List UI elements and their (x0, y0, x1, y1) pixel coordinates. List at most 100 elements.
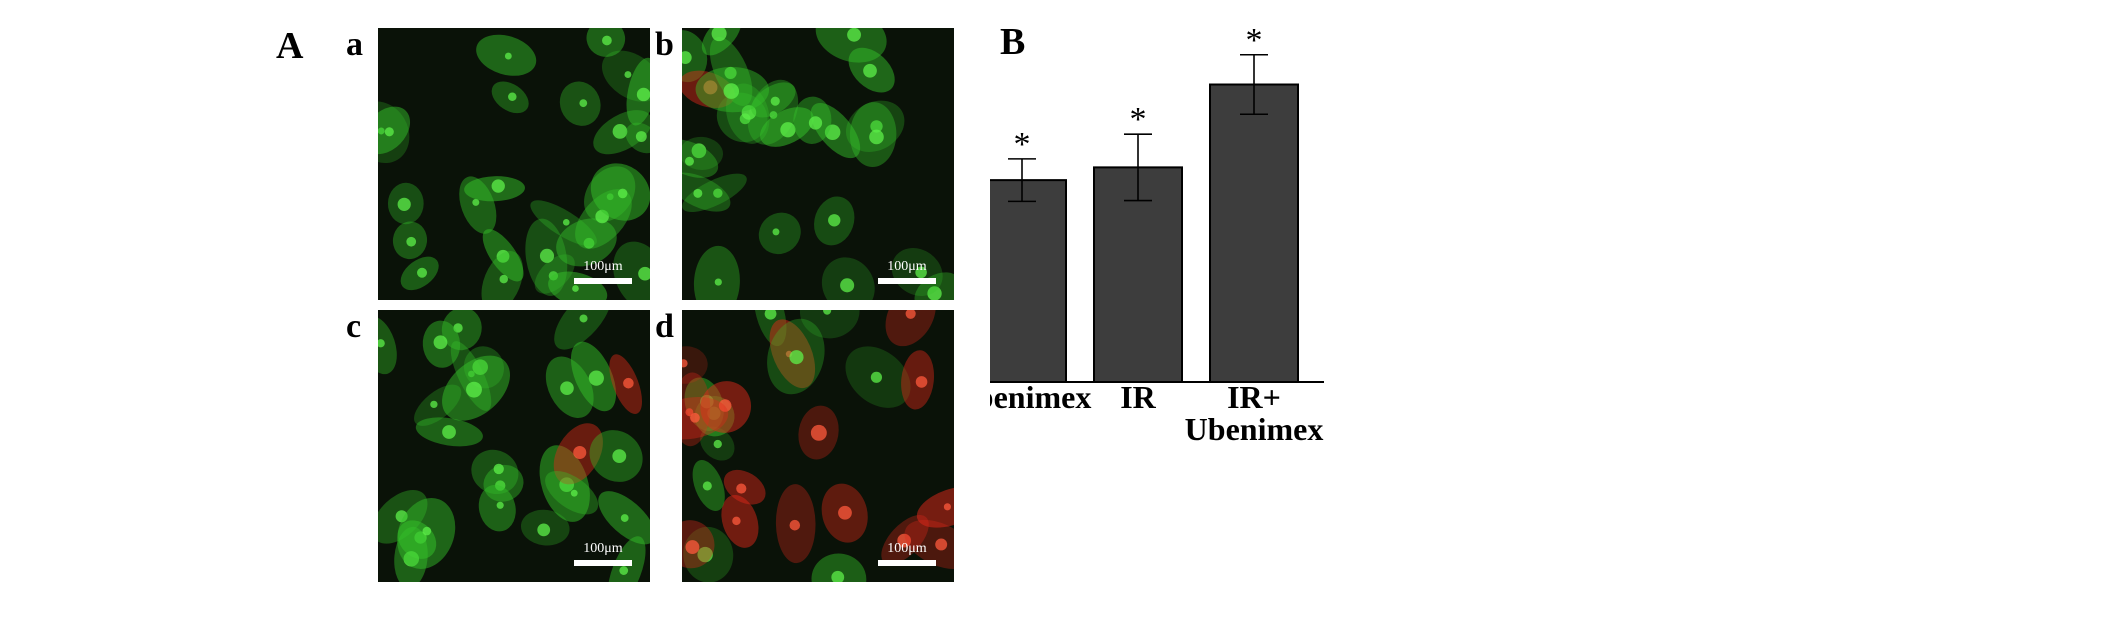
scale-bar-c: 100μm (574, 542, 632, 566)
nucleus (693, 188, 703, 198)
nucleus (915, 266, 927, 279)
nucleus (684, 156, 694, 166)
nucleus (702, 481, 712, 491)
nucleus (384, 127, 394, 137)
scale-bar-a: 100μm (574, 260, 632, 284)
nucleus (690, 412, 700, 423)
nucleus (472, 198, 480, 206)
bar-ubenimex (990, 179, 1067, 383)
cell-field (378, 310, 650, 582)
scale-bar-d: 100μm (878, 542, 936, 566)
nucleus (828, 214, 841, 227)
scale-line-d (878, 560, 936, 566)
micrograph-a-letter: a (346, 26, 363, 63)
nucleus (943, 503, 951, 511)
nucleus (499, 274, 508, 284)
x-tick-label: Ubenimex (1185, 411, 1324, 447)
significance-marker: * (1246, 22, 1263, 59)
scale-bar-b: 100μm (878, 260, 936, 284)
nucleus (823, 310, 832, 315)
nucleus (406, 236, 417, 247)
nucleus (703, 80, 718, 95)
nucleus (808, 116, 823, 130)
nucleus (713, 188, 723, 198)
nucleus (741, 105, 757, 120)
nucleus (508, 92, 517, 102)
nucleus (624, 71, 632, 79)
bar-ir (1093, 166, 1183, 383)
nucleus (504, 52, 512, 60)
nucleus (838, 505, 852, 520)
nucleus (682, 359, 688, 368)
nucleus (905, 310, 916, 319)
nucleus (493, 463, 504, 475)
nucleus (700, 394, 714, 409)
nucleus (573, 445, 587, 460)
scale-line-a (574, 278, 632, 284)
nucleus (927, 286, 942, 300)
nucleus (711, 28, 727, 42)
x-tick-label: IR (1120, 379, 1156, 415)
scale-label-b: 100μm (887, 259, 927, 274)
bar-ir-ubenimex (1209, 83, 1299, 383)
nucleus (764, 310, 777, 320)
micrograph-a: 100μm (378, 28, 650, 300)
nucleus (491, 179, 505, 193)
nucleus (612, 124, 628, 139)
cell (916, 486, 954, 528)
nucleus (620, 514, 629, 522)
cell-field (682, 28, 954, 300)
nucleus (602, 35, 612, 46)
nucleus (915, 376, 928, 388)
scale-line-b (878, 278, 936, 284)
nucleus (378, 127, 385, 135)
nucleus (870, 120, 883, 133)
micrograph-b: 100μm (682, 28, 954, 300)
nucleus (496, 249, 510, 263)
micrograph-b-letter: b (655, 26, 674, 63)
nucleus (433, 335, 448, 350)
nucleus (780, 122, 796, 138)
nucleus (395, 510, 408, 523)
nucleus (770, 96, 780, 106)
nucleus (466, 381, 482, 398)
nucleus (789, 350, 804, 365)
nucleus (494, 480, 506, 491)
nucleus (824, 124, 841, 141)
nucleus (635, 131, 647, 142)
nucleus (378, 339, 385, 348)
cell-field (682, 310, 954, 582)
nucleus (810, 424, 827, 441)
scale-line-c (574, 560, 632, 566)
x-tick-label: Ubenimex (990, 379, 1091, 415)
nucleus (579, 99, 588, 108)
nucleus (417, 267, 428, 278)
nucleus (579, 314, 588, 323)
nucleus (560, 381, 574, 396)
death-rate-bar-chart: B death rate (%)020406080Control*Ubenime… (990, 21, 1324, 447)
nucleus (430, 400, 438, 409)
micrograph-d: 100μm (682, 310, 954, 582)
nucleus (707, 406, 721, 420)
nucleus (414, 531, 427, 544)
nucleus (772, 228, 780, 236)
cell (758, 212, 801, 255)
nucleus (453, 323, 463, 333)
nucleus (847, 28, 862, 42)
nucleus (397, 197, 411, 211)
nucleus (588, 370, 604, 386)
nucleus (840, 278, 855, 293)
nucleus (442, 425, 456, 439)
significance-marker: * (1014, 126, 1031, 163)
nucleus (583, 237, 595, 249)
nucleus (736, 483, 747, 494)
panel-a-label: A (276, 25, 304, 67)
nucleus (619, 566, 629, 575)
nucleus (617, 188, 628, 199)
nucleus (612, 449, 627, 464)
nucleus (935, 538, 948, 551)
nucleus (562, 219, 570, 226)
significance-marker: * (1130, 101, 1147, 138)
micrograph-c: 100μm (378, 310, 650, 582)
cell (693, 245, 740, 300)
